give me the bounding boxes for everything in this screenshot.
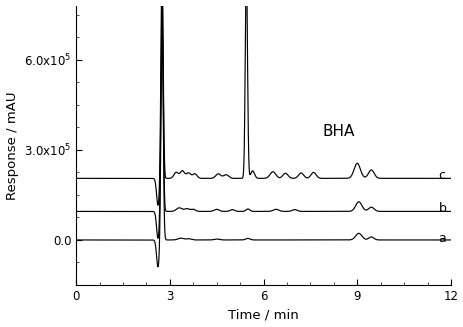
Text: BHA: BHA bbox=[322, 124, 355, 139]
Text: b: b bbox=[438, 202, 445, 215]
Text: a: a bbox=[438, 232, 445, 245]
X-axis label: Time / min: Time / min bbox=[228, 308, 298, 321]
Text: c: c bbox=[438, 169, 444, 182]
Y-axis label: Response / mAU: Response / mAU bbox=[6, 91, 19, 199]
